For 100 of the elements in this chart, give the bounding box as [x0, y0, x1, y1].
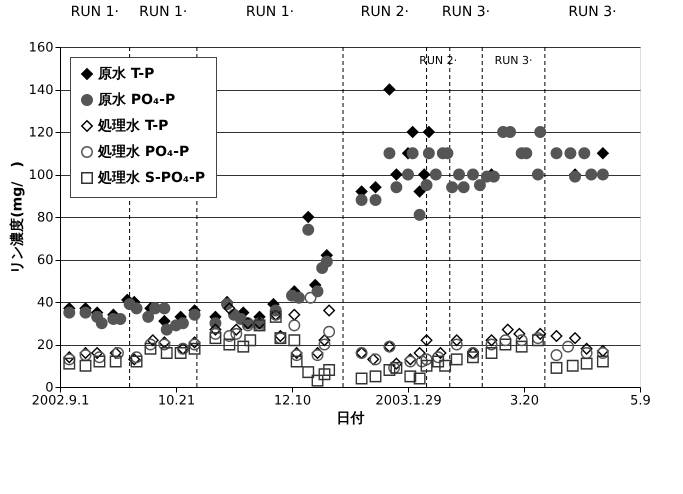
- legend-label: 原水 PO₄-P: [97, 92, 176, 108]
- point: [404, 356, 416, 368]
- point: [406, 147, 419, 160]
- x-tick-label: 10.21: [158, 394, 196, 408]
- point: [128, 353, 140, 366]
- point: [550, 330, 562, 342]
- point: [450, 353, 463, 366]
- point: [188, 336, 201, 348]
- point: [230, 328, 242, 340]
- point: [486, 338, 498, 350]
- point: [486, 347, 498, 359]
- point: [177, 317, 189, 330]
- point: [578, 147, 590, 160]
- point: [290, 349, 303, 362]
- point: [209, 324, 222, 336]
- point: [318, 368, 330, 380]
- point: [367, 353, 380, 366]
- point: [302, 366, 314, 378]
- point: [596, 344, 609, 357]
- point: [534, 126, 546, 138]
- point: [230, 324, 242, 336]
- point: [63, 358, 76, 370]
- point: [467, 351, 479, 364]
- point: [416, 356, 428, 368]
- text: RUN 1·: [246, 4, 294, 20]
- point: [130, 302, 143, 314]
- text: RUN 2·: [360, 4, 409, 20]
- point: [580, 342, 593, 355]
- point: [188, 338, 201, 350]
- y-tick-label: 80: [36, 210, 54, 226]
- point: [390, 181, 402, 194]
- point: [288, 308, 300, 321]
- point: [188, 308, 201, 321]
- point: [420, 179, 433, 192]
- point: [302, 224, 314, 236]
- point: [422, 147, 435, 160]
- point: [404, 353, 416, 366]
- point: [174, 347, 187, 359]
- point: [414, 186, 426, 198]
- point: [160, 324, 173, 336]
- point: [312, 285, 324, 298]
- point: [237, 340, 250, 353]
- point: [390, 358, 402, 370]
- point: [569, 332, 581, 344]
- y-tick-label: 60: [36, 253, 54, 268]
- text: RUN 3·: [442, 4, 490, 20]
- point: [223, 330, 236, 342]
- point: [534, 328, 546, 340]
- y-tick-label: 120: [28, 126, 54, 140]
- point: [158, 302, 170, 314]
- point: [414, 372, 426, 384]
- point: [323, 326, 336, 338]
- point: [223, 302, 236, 314]
- point: [288, 334, 300, 346]
- point: [158, 338, 170, 350]
- x-tick-label: 3.20: [510, 394, 539, 408]
- point: [499, 338, 512, 350]
- point: [356, 194, 368, 206]
- point: [420, 353, 433, 366]
- point: [404, 370, 416, 382]
- point: [414, 208, 426, 221]
- point: [63, 306, 76, 319]
- point: [290, 356, 303, 368]
- point: [390, 168, 402, 180]
- point: [467, 168, 479, 180]
- point: [144, 342, 156, 355]
- legend-label: 処理水 PO₄-P: [97, 144, 190, 160]
- y-tick-label: 0: [45, 380, 54, 396]
- point: [80, 306, 92, 319]
- point: [580, 358, 593, 370]
- point: [432, 351, 444, 364]
- point: [223, 338, 236, 350]
- point: [432, 356, 444, 368]
- point: [158, 336, 170, 348]
- point: [130, 356, 143, 368]
- y-tick-label: 20: [36, 338, 54, 353]
- y-tick-label: 40: [36, 296, 54, 310]
- point: [80, 349, 92, 362]
- point: [96, 317, 108, 330]
- point: [550, 147, 562, 160]
- point: [420, 334, 433, 346]
- point: [402, 168, 414, 180]
- point: [550, 349, 562, 362]
- y-tick-label: 140: [28, 83, 54, 98]
- point: [418, 168, 430, 180]
- point: [513, 328, 526, 340]
- text: RUN 3·: [568, 4, 617, 20]
- point: [569, 170, 581, 183]
- y-tick-label: 160: [28, 40, 54, 56]
- x-tick-label: 2003.1.29: [375, 394, 442, 408]
- point: [550, 362, 562, 374]
- point: [370, 353, 382, 366]
- point: [302, 211, 314, 223]
- point: [406, 126, 419, 138]
- point: [110, 347, 122, 359]
- point: [318, 334, 330, 346]
- point: [564, 147, 576, 160]
- point: [160, 347, 173, 359]
- point: [453, 168, 465, 180]
- point: [112, 347, 124, 359]
